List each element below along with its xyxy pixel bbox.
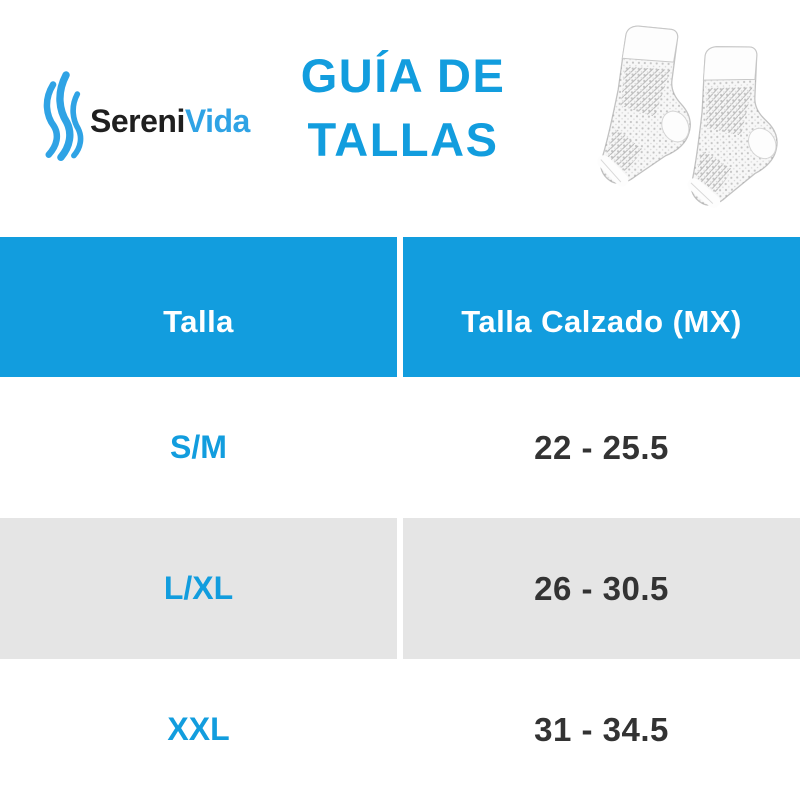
column-header-shoe-size: Talla Calzado (MX) — [403, 237, 800, 377]
column-header-size: Talla — [0, 237, 397, 377]
brand-name-primary: Sereni — [90, 102, 185, 139]
brand-name: SereniVida — [90, 103, 250, 140]
product-image-socks — [582, 18, 780, 213]
page-title: GUÍA DE TALLAS — [301, 44, 506, 172]
size-cell-xxl: XXL — [167, 711, 230, 747]
header-banner: SereniVida GUÍA DE TALLAS — [0, 0, 800, 237]
shoe-size-cell-xxl: 31 - 34.5 — [534, 710, 669, 748]
shoe-size-cell-sm: 22 - 25.5 — [534, 428, 669, 466]
page-title-line2: TALLAS — [307, 113, 499, 166]
brand-logo: SereniVida — [34, 64, 250, 164]
size-cell-sm: S/M — [170, 429, 227, 465]
brand-name-secondary: Vida — [184, 102, 251, 139]
waves-icon — [43, 71, 84, 162]
shoe-size-cell-lxl: 26 - 30.5 — [403, 518, 800, 659]
size-cell-lxl: L/XL — [0, 518, 397, 659]
size-table: Talla Talla Calzado (MX) S/M 22 - 25.5 L… — [0, 237, 800, 800]
page-title-line1: GUÍA DE — [300, 49, 506, 102]
